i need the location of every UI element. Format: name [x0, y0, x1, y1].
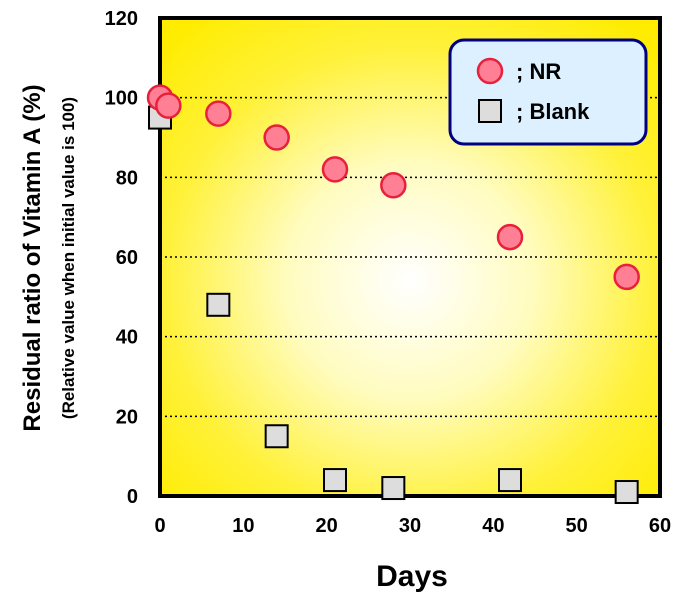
data-points [146, 84, 640, 505]
y-tick-label: 80 [116, 167, 138, 189]
blank-point [614, 480, 639, 505]
y-tick-label: 40 [116, 327, 138, 349]
nr-point [263, 124, 290, 151]
nr-point [613, 263, 640, 291]
legend-box [448, 38, 648, 146]
legend-blank-marker [478, 99, 502, 123]
legend: ; NR ; Blank [448, 38, 648, 146]
y-tick-label: 0 [127, 486, 138, 508]
nr-point [205, 100, 232, 127]
x-tick-label: 40 [482, 515, 504, 537]
blank-point [206, 292, 231, 317]
legend-blank-label: ; Blank [516, 99, 590, 124]
x-axis-ticks: 0 10 20 30 40 50 60 [154, 515, 671, 537]
legend-nr-label: ; NR [516, 59, 561, 84]
x-tick-label: 10 [232, 515, 254, 537]
legend-nr-marker [476, 57, 504, 85]
nr-point [155, 92, 182, 119]
x-tick-label: 20 [316, 515, 338, 537]
nr-point [380, 172, 407, 199]
blank-point [498, 468, 522, 493]
x-tick-label: 30 [399, 515, 421, 537]
x-tick-label: 0 [154, 515, 165, 537]
y-tick-label: 100 [105, 88, 138, 110]
nr-point [496, 223, 524, 251]
y-axis-label: Residual ratio of Vitamin A (%) [19, 84, 46, 431]
y-tick-label: 60 [116, 247, 138, 269]
plot-frame [158, 16, 662, 498]
nr-point [321, 156, 349, 183]
blank-point [264, 424, 289, 449]
x-tick-label: 50 [566, 515, 588, 537]
x-axis-label: Days [376, 560, 448, 593]
y-tick-label: 120 [105, 8, 138, 30]
blank-point [381, 476, 406, 501]
blank-point [323, 468, 347, 493]
y-axis-sublabel: (Relative value when initial value is 10… [59, 97, 78, 419]
y-axis-ticks: 0 20 40 60 80 100 120 [105, 8, 138, 508]
x-tick-label: 60 [649, 515, 671, 537]
y-tick-label: 20 [116, 406, 138, 428]
